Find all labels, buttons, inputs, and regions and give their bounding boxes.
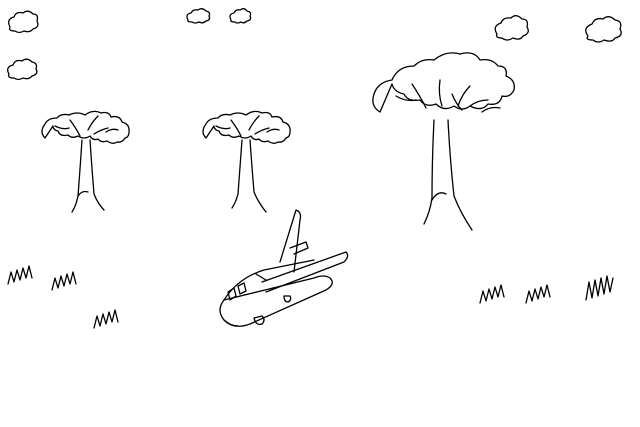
airplane bbox=[219, 209, 349, 327]
cloud-top-right-1 bbox=[494, 15, 529, 41]
tree-right bbox=[372, 52, 515, 231]
cloud-top-center-1 bbox=[186, 8, 211, 24]
grass-tuft-2 bbox=[51, 271, 77, 291]
cloud-top-left bbox=[8, 10, 39, 34]
cloud-left-middle bbox=[7, 58, 38, 81]
grass-tuft-3 bbox=[93, 309, 119, 329]
grass-tuft-1 bbox=[7, 265, 33, 285]
tree-middle bbox=[202, 110, 291, 213]
grass-tuft-5 bbox=[525, 284, 551, 304]
grass-tuft-4 bbox=[479, 284, 505, 304]
cloud-top-right-2 bbox=[585, 16, 622, 43]
cloud-top-center-2 bbox=[229, 8, 252, 24]
grass-tuft-6 bbox=[585, 275, 614, 301]
tree-left bbox=[41, 110, 130, 213]
